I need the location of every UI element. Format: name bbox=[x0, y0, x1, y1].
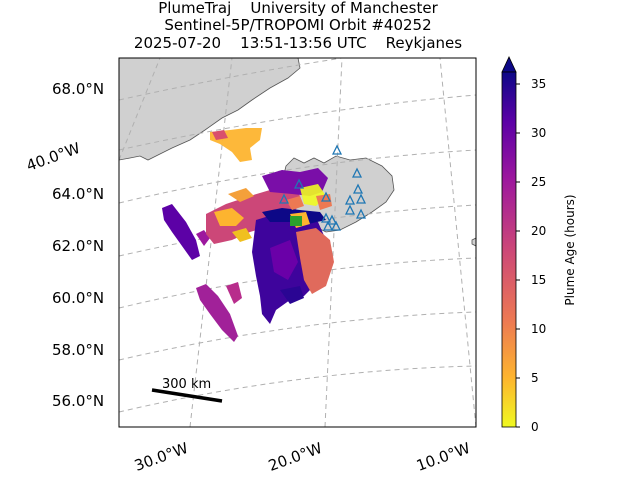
lat-label-62: 62.0°N bbox=[52, 237, 105, 255]
volcano-icon bbox=[278, 193, 290, 204]
volcano-markers bbox=[278, 144, 367, 231]
volcano-icon bbox=[331, 144, 343, 155]
colorbar-tick-label: 5 bbox=[531, 371, 539, 385]
volcano-icon bbox=[320, 212, 332, 223]
lat-label-60: 60.0°N bbox=[52, 289, 105, 307]
longitude-gridlines bbox=[119, 58, 476, 427]
scale-bar-label: 300 km bbox=[162, 377, 212, 392]
colorbar-tick-label: 30 bbox=[531, 126, 547, 140]
plume-patch bbox=[214, 208, 244, 226]
lat-label-64: 64.0°N bbox=[52, 185, 105, 203]
plume-patch bbox=[206, 186, 300, 244]
colorbar-extend-arrow bbox=[501, 56, 517, 73]
colorbar-tick-label: 20 bbox=[531, 224, 547, 238]
map-frame bbox=[118, 57, 477, 428]
title-line-1: PlumeTraj University of Manchester bbox=[158, 0, 438, 17]
so2-plume bbox=[162, 128, 334, 342]
colorbar-tick-label: 15 bbox=[531, 273, 547, 287]
scale-bar bbox=[151, 388, 223, 403]
plume-patch bbox=[162, 204, 200, 260]
colorbar-tick-label: 25 bbox=[531, 175, 547, 189]
volcano-icon bbox=[351, 167, 363, 178]
plume-patch bbox=[286, 196, 304, 210]
volcano-icon bbox=[320, 191, 332, 202]
volcano-icon bbox=[344, 194, 356, 205]
plume-patch bbox=[270, 240, 298, 280]
greenland-landmass bbox=[119, 58, 301, 161]
volcano-icon bbox=[355, 208, 367, 219]
eruption-source-marker bbox=[290, 216, 302, 226]
lat-label-58: 58.0°N bbox=[52, 341, 105, 359]
plume-patch bbox=[212, 130, 228, 140]
colorbar-tick-label: 0 bbox=[531, 420, 539, 434]
volcano-icon bbox=[330, 220, 342, 231]
volcano-icon bbox=[322, 220, 334, 231]
title-line-2: Sentinel-5P/TROPOMI Orbit #40252 bbox=[164, 16, 432, 34]
volcano-icon bbox=[344, 204, 356, 215]
volcano-icon bbox=[293, 178, 305, 189]
volcano-icon bbox=[326, 214, 338, 225]
volcano-icon bbox=[355, 193, 367, 204]
lat-label-56: 56.0°N bbox=[52, 392, 105, 410]
colorbar-tick-label: 10 bbox=[531, 322, 547, 336]
colorbar-gradient bbox=[501, 71, 517, 428]
colorbar bbox=[501, 56, 520, 428]
plume-patch bbox=[232, 228, 252, 242]
plume-patch bbox=[196, 284, 238, 342]
colorbar-tick-label: 35 bbox=[531, 77, 547, 91]
title-line-3: 2025-07-20 13:51-13:56 UTC Reykjanes bbox=[133, 34, 463, 52]
plume-patch bbox=[228, 188, 254, 202]
faroe-islands bbox=[471, 237, 476, 247]
plume-patch bbox=[296, 228, 334, 294]
plume-patch bbox=[226, 282, 242, 304]
volcano-icon bbox=[352, 183, 364, 194]
lat-label-68: 68.0°N bbox=[52, 80, 105, 98]
colorbar-label: Plume Age (hours) bbox=[563, 194, 577, 306]
colorbar-tick-marks bbox=[516, 83, 520, 428]
plume-patch bbox=[280, 286, 304, 304]
